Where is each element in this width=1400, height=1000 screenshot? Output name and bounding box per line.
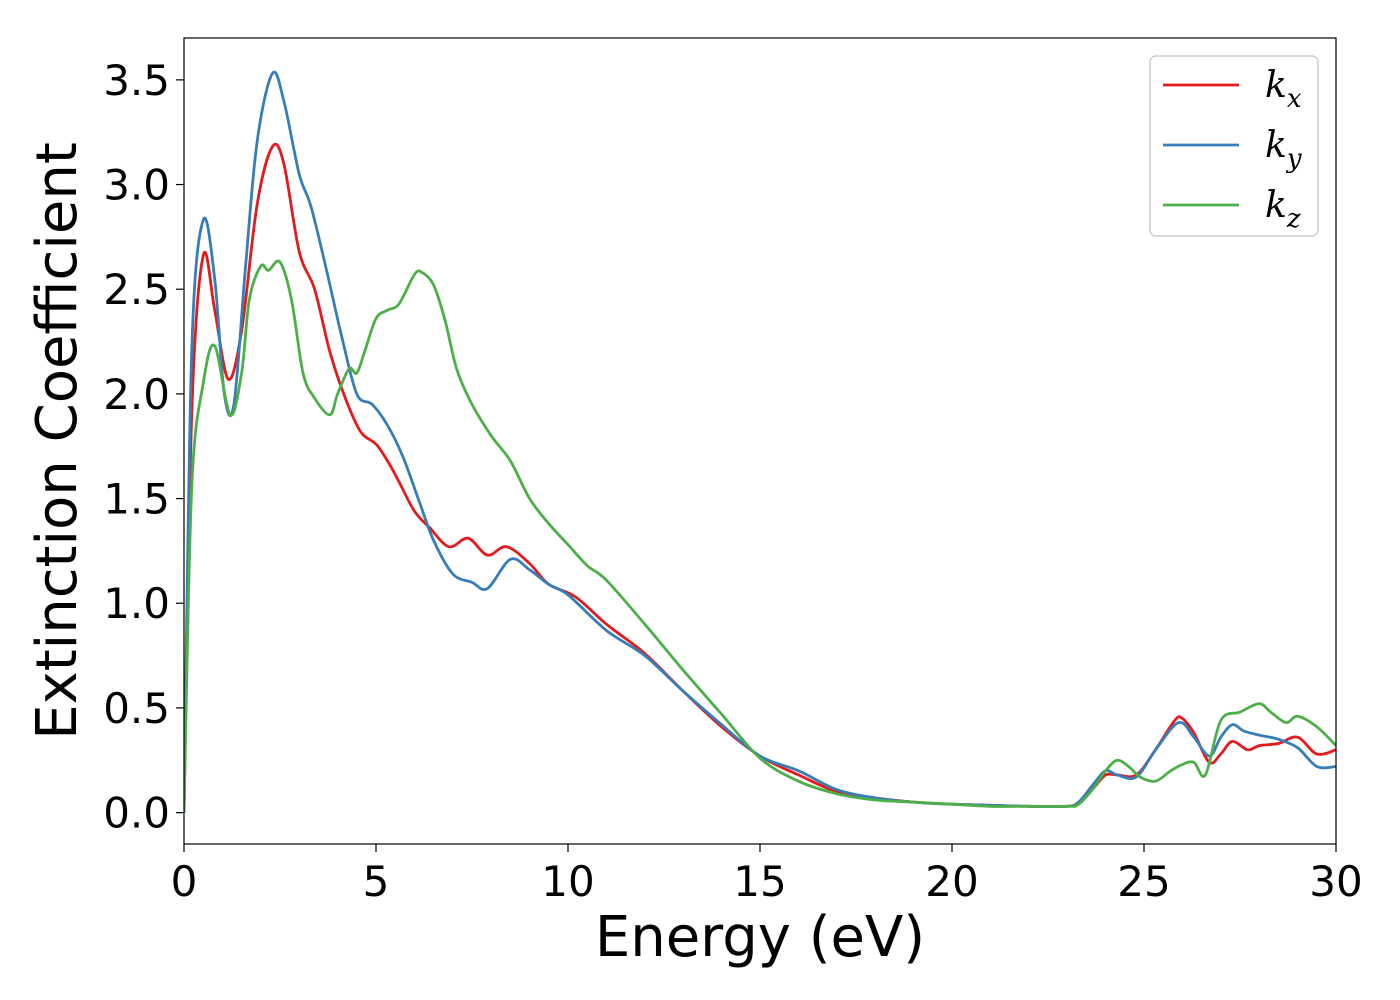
legend-label-ky: ky bbox=[1265, 125, 1302, 174]
y-tick-label: 1.5 bbox=[103, 475, 170, 524]
y-tick-label: 0.0 bbox=[103, 789, 170, 838]
x-tick-label: 20 bbox=[925, 857, 978, 906]
series-line-ky bbox=[184, 70, 1336, 813]
y-axis-ticks: 0.0 0.5 1.0 1.5 2.0 2.5 3.0 3.5 bbox=[103, 56, 184, 838]
x-tick-label: 30 bbox=[1309, 857, 1362, 906]
series-line-kz bbox=[184, 259, 1336, 813]
x-axis-ticks: 0 5 10 15 20 25 30 bbox=[171, 844, 1363, 906]
y-tick-label: 3.5 bbox=[103, 56, 170, 105]
y-tick-label: 1.0 bbox=[103, 579, 170, 628]
x-tick-label: 10 bbox=[541, 857, 594, 906]
y-axis-title: Extinction Coefficient bbox=[25, 142, 90, 740]
y-tick-label: 2.5 bbox=[103, 265, 170, 314]
y-tick-label: 0.5 bbox=[103, 684, 170, 733]
series-line-kx bbox=[184, 142, 1336, 813]
x-tick-label: 25 bbox=[1117, 857, 1170, 906]
legend-label-kz: kz bbox=[1265, 185, 1301, 234]
plot-background bbox=[184, 38, 1336, 844]
legend-label-kx: kx bbox=[1265, 65, 1302, 114]
x-tick-label: 15 bbox=[733, 857, 786, 906]
x-axis-title: Energy (eV) bbox=[595, 905, 925, 970]
x-tick-label: 0 bbox=[171, 857, 198, 906]
series-layer bbox=[184, 70, 1336, 813]
y-tick-label: 3.0 bbox=[103, 161, 170, 210]
x-tick-label: 5 bbox=[363, 857, 390, 906]
y-tick-label: 2.0 bbox=[103, 370, 170, 419]
legend: kx ky kz bbox=[1149, 55, 1319, 237]
